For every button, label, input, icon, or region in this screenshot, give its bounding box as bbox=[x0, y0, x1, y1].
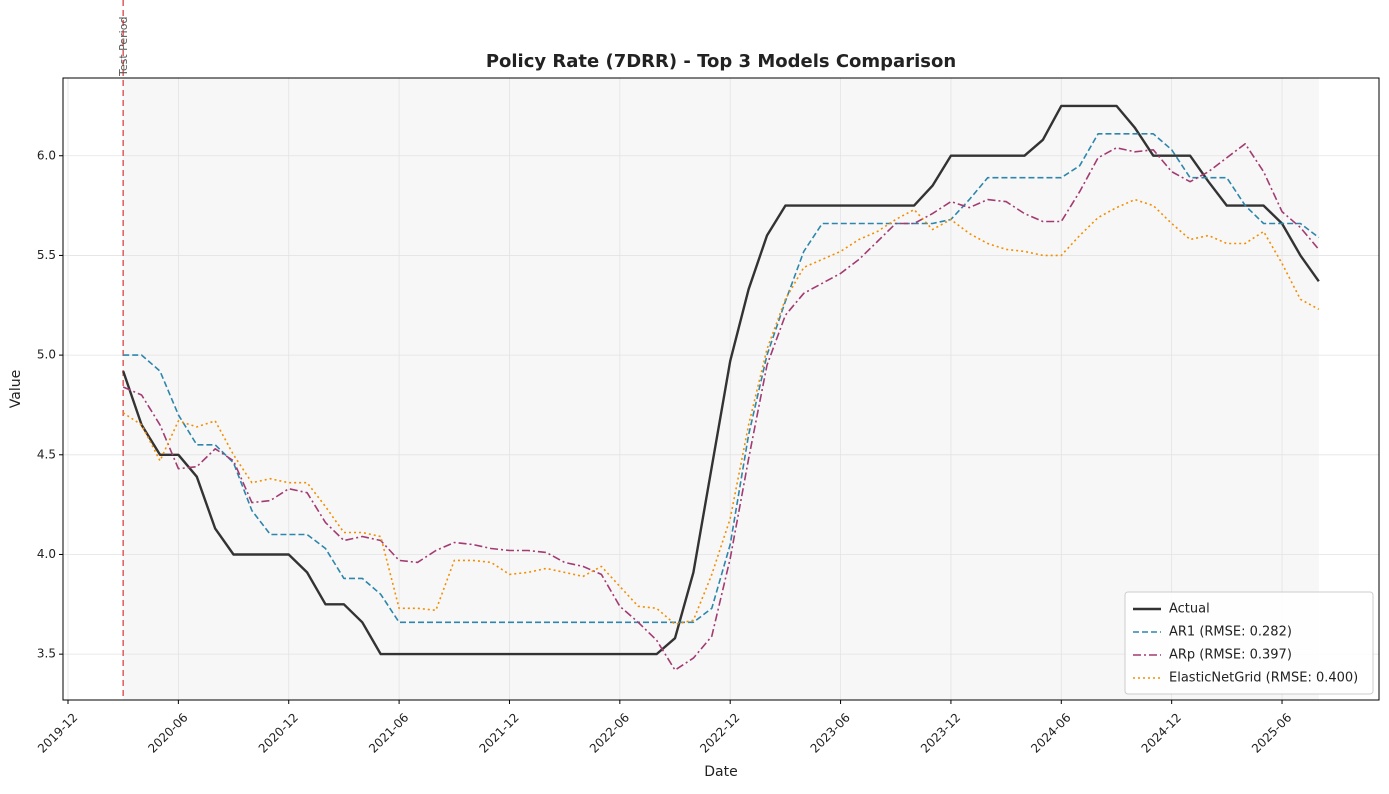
legend-box bbox=[1124, 591, 1374, 695]
x-tick-label: 2021-12 bbox=[476, 710, 521, 755]
legend-label: AR1 (RMSE: 0.282) bbox=[1169, 625, 1292, 640]
test-period-shade bbox=[123, 78, 1319, 700]
x-tick-label: 2020-06 bbox=[145, 710, 190, 755]
series-line bbox=[122, 143, 1320, 671]
x-tick-label: 2023-06 bbox=[808, 710, 853, 755]
y-tick-label: 4.0 bbox=[37, 547, 56, 561]
test-period-label: Test Period bbox=[117, 17, 130, 77]
plot-frame bbox=[62, 77, 1380, 701]
x-tick-label: 2024-12 bbox=[1139, 710, 1184, 755]
legend-label: Actual bbox=[1169, 602, 1210, 617]
x-tick-label: 2021-06 bbox=[366, 710, 411, 755]
legend: Actual AR1 (RMSE: 0.282) ARp (RMSE: 0.397)… bbox=[1124, 591, 1374, 695]
x-tick-label: 2023-12 bbox=[918, 710, 963, 755]
y-tick-label: 5.5 bbox=[37, 248, 56, 262]
x-tick-label: 2022-06 bbox=[587, 710, 632, 755]
x-tick-label: 2025-06 bbox=[1249, 710, 1294, 755]
y-tick-label: 6.0 bbox=[37, 148, 56, 162]
y-axis-label: Value bbox=[8, 370, 24, 408]
series-line bbox=[123, 133, 1320, 624]
y-tick-label: 4.5 bbox=[37, 447, 56, 461]
x-tick-label: 2020-12 bbox=[256, 710, 301, 755]
y-tick-label: 3.5 bbox=[37, 647, 56, 661]
x-tick-label: 2022-12 bbox=[697, 710, 742, 755]
x-tick-label: 2019-12 bbox=[35, 710, 80, 755]
legend-label: ElasticNetGrid (RMSE: 0.400) bbox=[1169, 671, 1358, 686]
series-line bbox=[122, 198, 1320, 625]
legend-label: ARp (RMSE: 0.397) bbox=[1169, 648, 1292, 663]
x-tick-label: 2024-06 bbox=[1028, 710, 1073, 755]
x-axis-label: Date bbox=[704, 764, 737, 780]
chart-title: Policy Rate (7DRR) - Top 3 Models Compar… bbox=[486, 51, 956, 72]
y-tick-label: 5.0 bbox=[37, 348, 56, 362]
series-line bbox=[122, 104, 1320, 656]
